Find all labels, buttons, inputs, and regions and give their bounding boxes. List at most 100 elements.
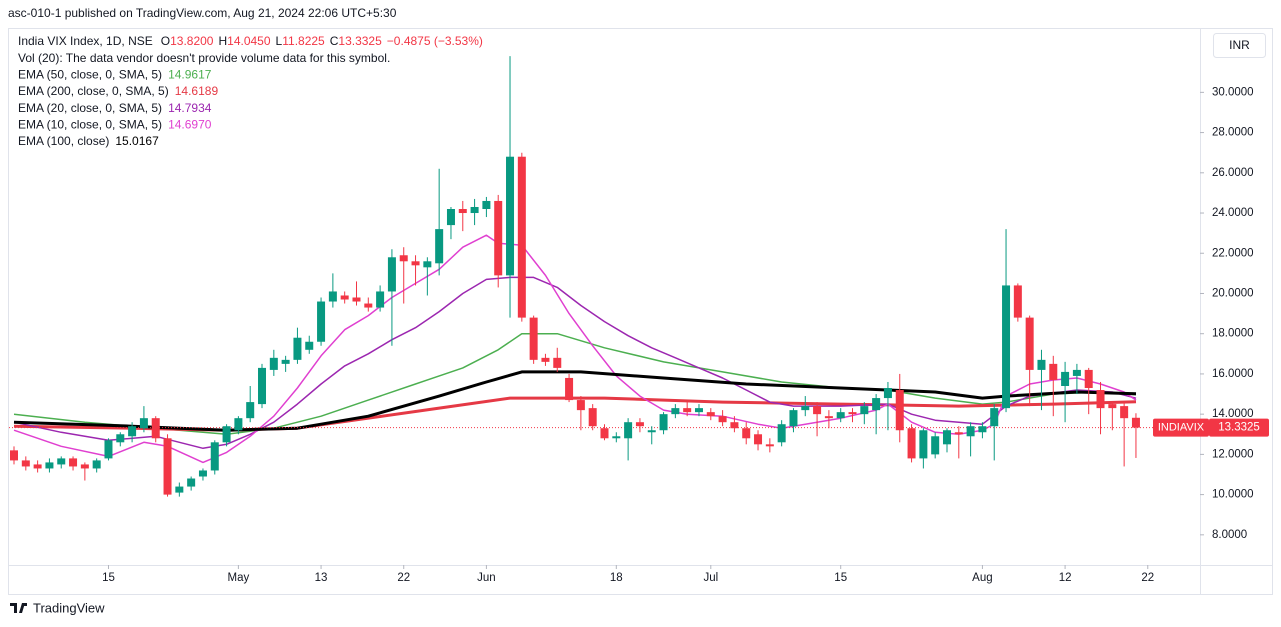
candle-body [446,209,455,226]
candle-body [482,200,491,210]
indicator-name: EMA (20, close, 0, SMA, 5) [18,101,162,115]
candle-body [565,377,574,401]
candle-body [624,422,633,439]
candle-body [139,418,148,429]
volume-note: Vol (20): The data vendor doesn't provid… [18,51,390,65]
candle-body [258,367,267,405]
candle-body [234,418,243,431]
candle-body [931,436,940,455]
candle-body [954,432,963,435]
candle-body [187,478,196,487]
candle-body [1037,359,1046,370]
candle-body [1002,285,1011,409]
candle-body [222,426,231,443]
candle-body [128,426,137,437]
x-tick-label: Jun [477,572,496,584]
y-tick-label: 24.0000 [1212,207,1254,219]
currency-button[interactable] [1213,33,1266,58]
candle-body [506,156,515,276]
candle-body [1025,317,1034,370]
candle-body [777,424,786,443]
indicator-name: EMA (10, close, 0, SMA, 5) [18,118,162,132]
candle-body [470,206,479,214]
footer-brand: TradingView [33,600,105,615]
y-tick-label: 8.0000 [1212,529,1247,541]
y-tick-label: 28.0000 [1212,127,1254,139]
candle-body [80,464,89,469]
candle-body [647,430,656,433]
indicator-name: EMA (50, close, 0, SMA, 5) [18,68,162,82]
ohlc-value: 14.0450 [227,34,271,48]
candle-body [588,408,597,427]
candle-body [659,414,668,431]
logo-icon [10,603,27,613]
candle-body [990,408,999,427]
candle-body [10,450,18,461]
x-tick-label: 15 [102,572,115,584]
candle-body [813,406,822,415]
y-tick-label: 26.0000 [1212,167,1254,179]
ohlc-letter: O [161,34,170,48]
currency-label[interactable]: INR [1229,38,1250,52]
x-tick-label: May [228,572,250,584]
candle-body [706,412,715,417]
candle-body [435,229,444,264]
x-tick-label: 15 [834,572,847,584]
candle-body [541,357,550,362]
candle-body [836,412,845,419]
candle-body [860,406,869,415]
ohlc-letter: H [218,34,227,48]
candle-body [317,301,326,342]
candle-body [683,408,692,413]
ohlc-value: 13.3325 [338,34,382,48]
ema-line [13,370,1137,432]
candle-body [69,458,78,467]
ema-line [13,234,1137,464]
candle-body [269,357,278,370]
symbol-legend: India VIX Index, 1D, NSE O13.8200 H14.0450… [18,34,483,48]
y-tick-label: 16.0000 [1212,368,1254,380]
candle-body [730,422,739,429]
indicator-legend: EMA (100, close) 15.0167 [18,134,159,148]
candle-body [151,418,160,439]
candle-body [45,462,54,469]
x-tick-label: 22 [1141,572,1154,584]
x-tick-label: 22 [397,572,410,584]
candle-body [576,400,585,411]
candle-body [848,412,857,415]
candle-body [529,317,538,360]
candle-body [293,337,302,360]
y-tick-label: 14.0000 [1212,408,1254,420]
candle-body [754,434,763,445]
candle-body [116,434,125,443]
indicator-value: 14.6970 [168,118,212,132]
candle-body [494,200,503,276]
last-price-name-box [1153,418,1209,437]
candle-body [246,402,255,419]
x-tick-label: Aug [972,572,992,584]
candle-body [210,442,219,471]
y-tick-label: 10.0000 [1212,489,1254,501]
candle-body [1084,369,1093,389]
indicator-legend: EMA (10, close, 0, SMA, 5) 14.6970 [18,118,212,132]
candle-body [942,430,951,445]
y-tick-label: 18.0000 [1212,328,1254,340]
candle-body [612,436,621,439]
candle-body [600,428,609,439]
candle-body [919,430,928,459]
y-tick-label: 22.0000 [1212,247,1254,259]
footer-logo: TradingView [10,600,105,615]
published-header: asc-010-1 published on TradingView.com, … [8,6,397,20]
candle-body [411,261,420,266]
candle-body [718,416,727,423]
x-tick-label: 12 [1059,572,1072,584]
x-tick-label: 18 [610,572,623,584]
candle-body [1120,406,1129,419]
candle-body [907,428,916,459]
ohlc-letter: C [330,34,339,48]
candle-body [742,428,751,439]
candle-body [765,444,774,447]
last-price-box [1209,418,1269,437]
indicator-value: 14.7934 [168,101,212,115]
